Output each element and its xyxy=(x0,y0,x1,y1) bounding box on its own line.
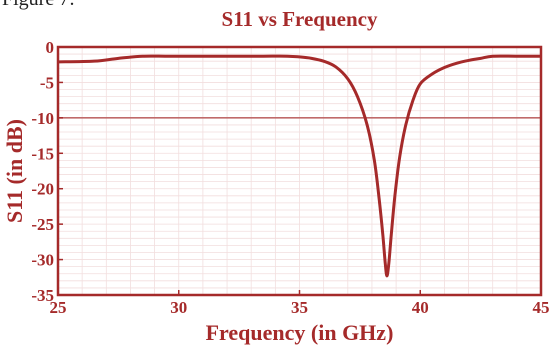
grid xyxy=(57,46,542,296)
figure-caption: Figure 7: xyxy=(2,0,75,11)
y-axis-label: S11 (in dB) xyxy=(2,119,27,223)
y-tick-label: -10 xyxy=(31,109,54,128)
x-tick-label: 25 xyxy=(50,298,67,317)
x-tick-labels: 25 30 35 40 45 xyxy=(50,290,549,317)
y-tick-label: -35 xyxy=(31,286,54,305)
x-tick-label: 45 xyxy=(533,298,549,317)
x-tick-label: 35 xyxy=(291,298,308,317)
x-tick-label: 40 xyxy=(412,298,429,317)
y-tick-label: -15 xyxy=(31,144,54,163)
series-line-s11 xyxy=(57,54,542,278)
y-tick-label: -25 xyxy=(31,215,54,234)
y-tick-labels: 0 -5 -10 -15 -20 -25 -30 -35 xyxy=(31,38,63,305)
x-axis-label: Frequency (in GHz) xyxy=(206,320,394,345)
y-tick-label: -20 xyxy=(31,180,54,199)
y-tick-label: 0 xyxy=(46,38,55,57)
chart-title: S11 vs Frequency xyxy=(222,7,378,31)
y-tick-label: -5 xyxy=(40,73,54,92)
x-tick-label: 30 xyxy=(170,298,187,317)
y-tick-label: -30 xyxy=(31,251,54,270)
